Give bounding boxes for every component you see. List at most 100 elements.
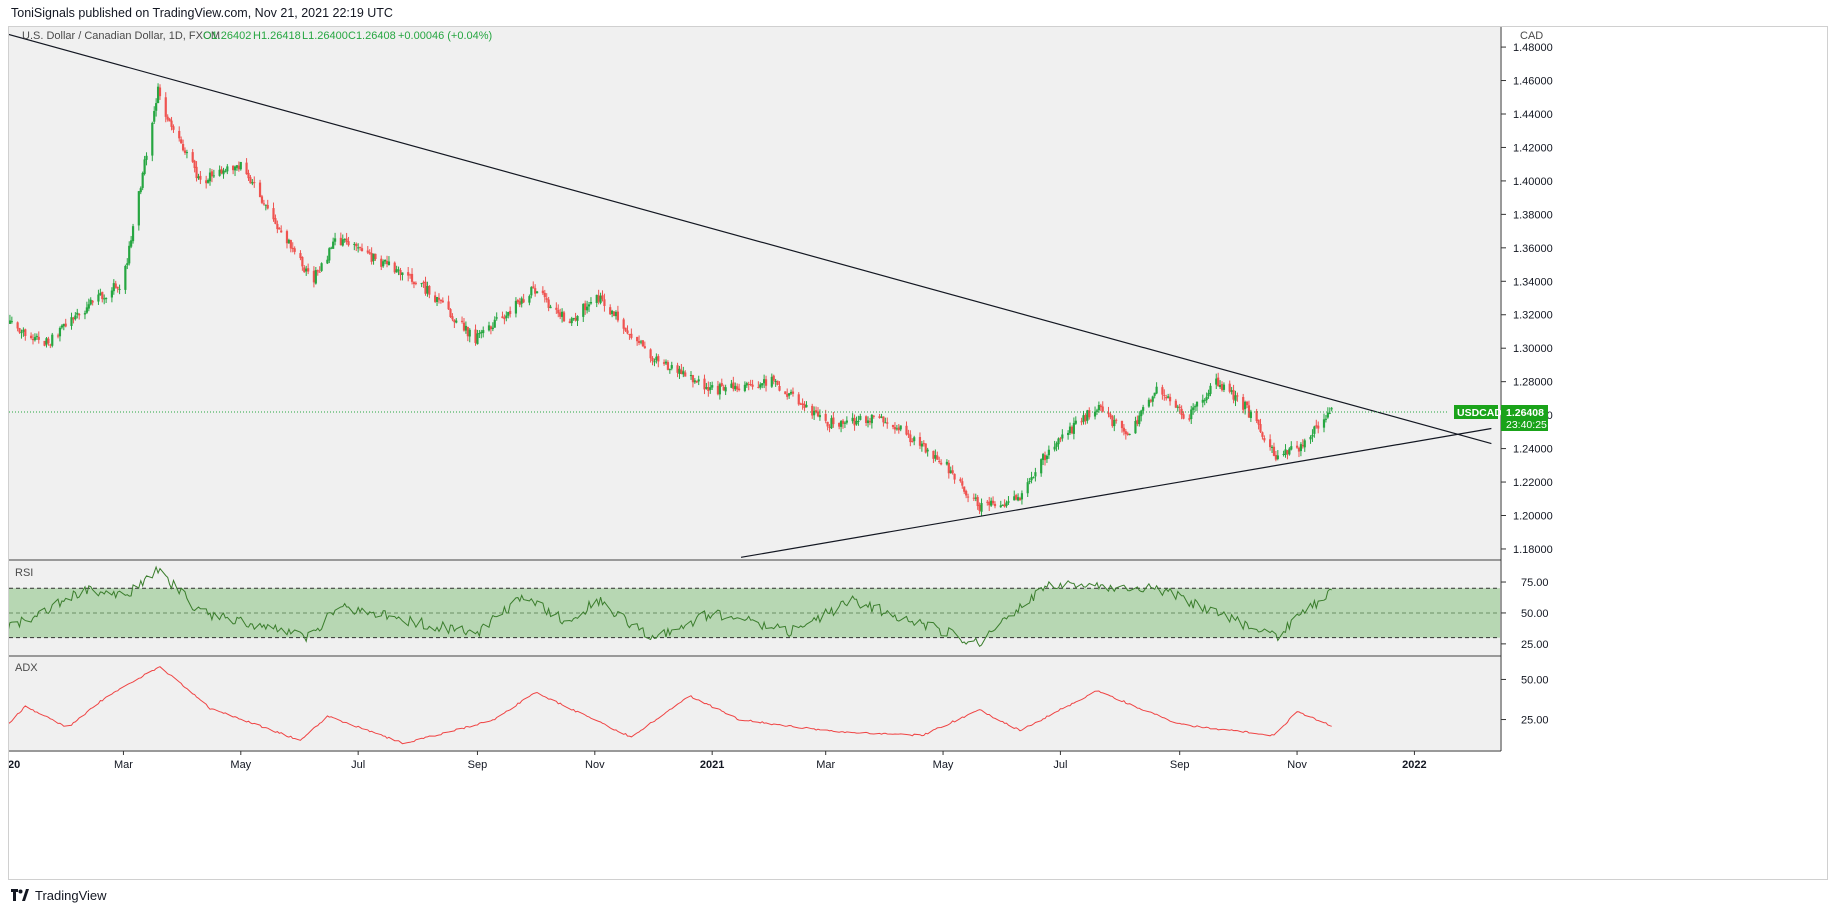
candle: [1188, 414, 1191, 422]
candle: [272, 202, 275, 222]
candle: [1174, 398, 1177, 409]
candle: [626, 325, 629, 335]
candle: [305, 265, 308, 276]
candle: [116, 286, 119, 293]
rsi-title[interactable]: RSI: [15, 567, 33, 579]
time-axis-bg[interactable]: [9, 751, 1827, 879]
price-tick-label: 1.30000: [1513, 343, 1553, 355]
adx-title[interactable]: ADX: [15, 662, 38, 674]
candle: [1288, 447, 1291, 456]
candle: [637, 335, 641, 346]
candle: [1161, 384, 1164, 400]
candle: [555, 302, 558, 314]
candle: [320, 262, 323, 272]
candle: [10, 316, 13, 324]
candle: [880, 413, 883, 419]
time-tick-label: 2022: [1402, 759, 1426, 771]
candle: [1236, 392, 1239, 402]
candle: [1059, 436, 1062, 443]
candle: [1324, 414, 1328, 423]
candle: [166, 114, 169, 122]
candle: [655, 353, 658, 364]
candle: [990, 497, 993, 507]
candle: [743, 381, 746, 393]
candle: [1115, 418, 1118, 424]
candle: [641, 339, 645, 347]
candle: [72, 316, 75, 324]
candle: [474, 324, 477, 346]
candle: [722, 384, 725, 391]
candle: [1182, 411, 1185, 420]
candle: [1124, 428, 1127, 440]
candle: [514, 297, 518, 318]
candle: [318, 266, 321, 273]
candle: [730, 379, 733, 389]
candle: [747, 381, 750, 391]
adx-line: [8, 666, 1332, 745]
candle: [387, 256, 391, 266]
time-tick-label: May: [230, 759, 251, 771]
footer-brand-label: TradingView: [35, 887, 107, 903]
candle: [1072, 417, 1075, 440]
candle: [345, 232, 348, 245]
candle: [1234, 390, 1237, 407]
candle: [347, 236, 350, 247]
candle: [601, 290, 604, 302]
legend-symbol[interactable]: U.S. Dollar / Canadian Dollar, 1D, FXCM: [22, 30, 220, 42]
candle: [1286, 449, 1289, 460]
candle: [576, 315, 579, 327]
trendline-2[interactable]: [740, 427, 1492, 558]
candle: [1222, 382, 1226, 393]
candle: [938, 456, 941, 464]
candle: [493, 316, 496, 328]
candle: [974, 493, 977, 502]
candle: [832, 412, 835, 428]
candle: [603, 293, 606, 312]
candle: [1322, 413, 1326, 433]
candle: [301, 256, 304, 271]
candle: [164, 92, 167, 123]
candle: [1242, 393, 1245, 414]
candle: [172, 124, 175, 133]
candle: [770, 373, 773, 388]
adx-tick-label: 25.00: [1521, 715, 1549, 727]
candle: [455, 318, 458, 324]
price-tick-label: 1.40000: [1513, 176, 1553, 188]
candle: [385, 255, 389, 268]
candle: [963, 486, 966, 495]
price-pane-bg: [9, 27, 1500, 559]
candle: [495, 312, 498, 321]
candle: [424, 276, 427, 296]
candle: [678, 365, 681, 379]
candle: [1263, 435, 1266, 443]
candle: [1209, 383, 1212, 397]
candle: [258, 179, 262, 198]
candle: [1299, 442, 1303, 457]
candle: [920, 440, 923, 452]
price-axis-bg[interactable]: [1501, 27, 1827, 750]
footer-brand[interactable]: TradingView: [11, 884, 107, 906]
rsi-tick-label: 25.00: [1521, 639, 1549, 651]
candle: [126, 258, 129, 270]
trendline-1[interactable]: [8, 33, 1492, 445]
candle: [1067, 430, 1070, 440]
candle: [468, 328, 471, 343]
candle: [624, 327, 627, 333]
candle: [1207, 389, 1210, 399]
symbol-tag: USDCAD: [1457, 407, 1502, 419]
chart-canvas[interactable]: 1.48000 1.46000 1.44000 1.42000 1.40000 1.380…: [8, 26, 1828, 880]
candle: [811, 403, 814, 419]
candle: [1068, 422, 1072, 435]
candle: [1149, 398, 1152, 403]
candle: [1270, 445, 1274, 454]
candle: [476, 329, 479, 345]
candle: [303, 265, 306, 273]
candle: [609, 304, 612, 316]
candle: [1015, 493, 1018, 501]
candle: [180, 136, 183, 144]
chart-border: [8, 26, 1828, 880]
candle: [724, 384, 727, 396]
candle: [191, 149, 194, 164]
countdown-tag: 23:40:25: [1506, 419, 1547, 431]
candle: [480, 329, 483, 339]
